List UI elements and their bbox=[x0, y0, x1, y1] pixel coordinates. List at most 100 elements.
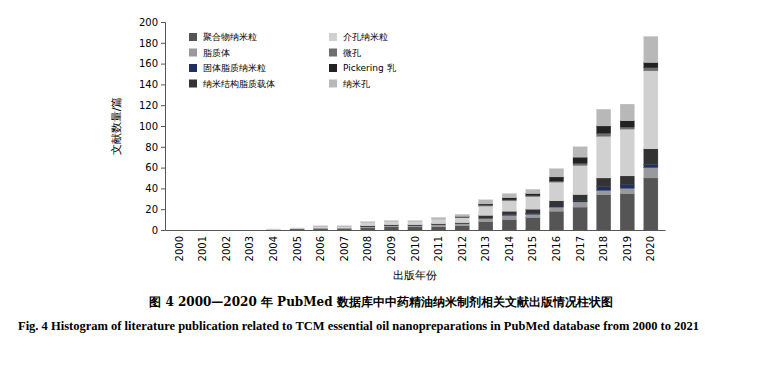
y-tick-label: 40 bbox=[145, 183, 158, 194]
y-tick-label: 160 bbox=[139, 58, 158, 69]
bar-segment bbox=[479, 205, 493, 206]
subtitle: Fig. 4 Histogram of literature publicati… bbox=[18, 316, 753, 336]
legend-item: 微孔 bbox=[329, 48, 361, 58]
bar-segment bbox=[549, 211, 563, 230]
x-tick: 2009 bbox=[386, 230, 397, 261]
legend-swatch bbox=[329, 64, 337, 72]
bar-segment bbox=[172, 230, 186, 231]
x-tick-label: 2014 bbox=[504, 236, 515, 261]
bar-segment bbox=[219, 230, 233, 231]
bar-segment bbox=[644, 149, 658, 165]
bar-segment bbox=[573, 166, 587, 195]
bar-segment bbox=[196, 230, 210, 231]
bar-segment bbox=[644, 68, 658, 71]
bar-segment bbox=[314, 227, 328, 228]
y-tick-label: 200 bbox=[139, 17, 158, 28]
bar-segment bbox=[432, 218, 446, 220]
bar-segment bbox=[314, 229, 328, 230]
legend-swatch bbox=[189, 33, 197, 41]
x-tick: 2017 bbox=[575, 230, 586, 261]
legend-label: 介孔纳米粒 bbox=[343, 32, 388, 42]
x-tick-label: 2018 bbox=[598, 236, 609, 261]
bar-segment bbox=[526, 196, 540, 197]
bar-segment bbox=[526, 209, 540, 213]
bar-segment bbox=[455, 216, 469, 217]
x-tick: 2002 bbox=[221, 230, 232, 261]
y-tick: 60 bbox=[145, 162, 165, 173]
bar-segment bbox=[314, 226, 328, 227]
legend-label: 微孔 bbox=[343, 48, 361, 58]
x-tick: 2012 bbox=[457, 230, 468, 261]
bar-segment bbox=[432, 220, 446, 224]
bar-segment bbox=[455, 217, 469, 218]
x-axis-title: 出版年份 bbox=[393, 269, 437, 282]
bar-segment bbox=[361, 226, 375, 227]
bar-segment bbox=[408, 221, 422, 222]
legend-swatch bbox=[189, 80, 197, 88]
bar-segment bbox=[219, 230, 233, 231]
bar-segment bbox=[266, 229, 280, 230]
bar-segment bbox=[479, 200, 493, 204]
x-tick: 2016 bbox=[551, 230, 562, 261]
x-tick: 2005 bbox=[292, 230, 303, 261]
bar-segment bbox=[243, 230, 257, 231]
bar-segment bbox=[573, 202, 587, 207]
bar-segment bbox=[361, 227, 375, 228]
y-tick-mark bbox=[161, 43, 165, 44]
legend-item: Pickering 乳 bbox=[329, 63, 396, 73]
x-tick: 2011 bbox=[433, 230, 444, 261]
bar-segment bbox=[172, 230, 186, 231]
bar-segment bbox=[502, 200, 516, 201]
y-axis-title: 文献数量/篇 bbox=[110, 97, 123, 156]
legend-item: 纳米孔 bbox=[329, 79, 370, 89]
bar-segment bbox=[243, 230, 257, 231]
bar-segment bbox=[408, 221, 422, 222]
title: 图 4 2000—2020 年 PubMed 数据库中中药精油纳米制剂相关文献出… bbox=[0, 294, 762, 311]
legend-swatch bbox=[329, 80, 337, 88]
bar-segment bbox=[620, 176, 634, 184]
x-tick-label: 2008 bbox=[362, 236, 373, 261]
bar-segment bbox=[620, 184, 634, 188]
legend-label: 脂质体 bbox=[203, 48, 230, 58]
bar-segment bbox=[337, 227, 351, 228]
bar-segment bbox=[196, 230, 210, 231]
bar-segment bbox=[644, 164, 658, 167]
bar-segment bbox=[384, 227, 398, 230]
bar-segment bbox=[479, 215, 493, 218]
bar-segment bbox=[620, 194, 634, 230]
x-tick: 2004 bbox=[268, 230, 279, 261]
bar-segment bbox=[502, 198, 516, 200]
x-tick: 2001 bbox=[197, 230, 208, 261]
y-tick-mark bbox=[161, 84, 165, 85]
x-tick: 2003 bbox=[244, 230, 255, 261]
plot: 0204060801001201401601802002000200120022… bbox=[139, 17, 666, 262]
y-tick-label: 80 bbox=[145, 142, 158, 153]
y-tick: 180 bbox=[139, 38, 165, 49]
x-tick-label: 2016 bbox=[551, 236, 562, 261]
y-tick-label: 100 bbox=[139, 121, 158, 132]
x-tick-label: 2009 bbox=[386, 236, 397, 261]
bar-segment bbox=[337, 226, 351, 227]
bar-segment bbox=[219, 230, 233, 231]
legend-swatch bbox=[189, 49, 197, 57]
y-tick-label: 180 bbox=[139, 38, 158, 49]
x-tick-label: 2020 bbox=[645, 236, 656, 261]
y-tick-mark bbox=[161, 168, 165, 169]
legend-swatch bbox=[189, 64, 197, 72]
bar-segment bbox=[549, 182, 563, 201]
x-axis-line bbox=[166, 230, 666, 231]
bar-segment bbox=[337, 228, 351, 229]
bar-segment bbox=[502, 194, 516, 198]
bar-segment bbox=[266, 228, 280, 229]
x-tick: 2013 bbox=[480, 230, 491, 261]
bar-segment bbox=[526, 194, 540, 196]
bar-segment bbox=[526, 214, 540, 217]
bar-segment bbox=[361, 228, 375, 230]
bar-segment bbox=[549, 177, 563, 181]
x-tick: 2015 bbox=[527, 230, 538, 261]
bar-segment bbox=[479, 204, 493, 205]
bar-segment bbox=[290, 229, 304, 230]
y-tick: 200 bbox=[139, 17, 165, 28]
bar-segment bbox=[172, 230, 186, 231]
y-tick: 100 bbox=[139, 121, 165, 132]
